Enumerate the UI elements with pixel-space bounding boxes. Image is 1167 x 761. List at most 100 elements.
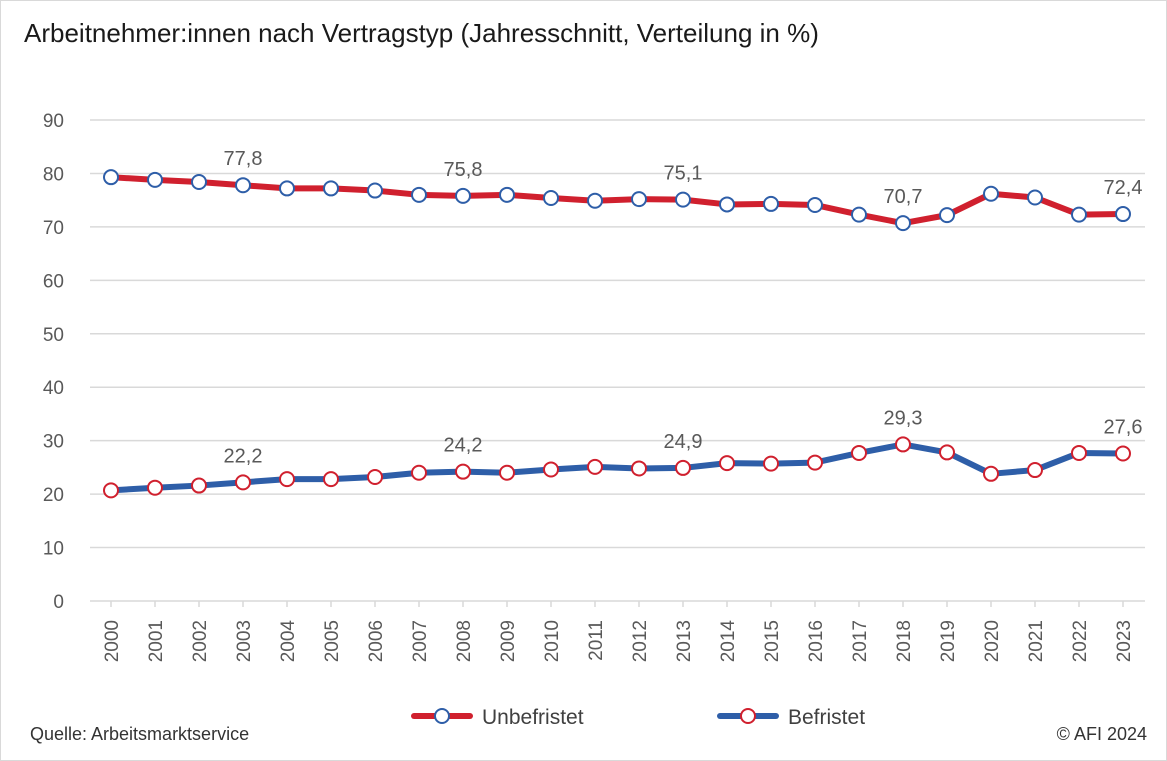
y-tick-label-70: 70: [43, 218, 64, 239]
data-label-befristet-2013: 24,9: [664, 431, 703, 453]
data-point-befristet-2010: [543, 461, 559, 478]
y-axis: 0 10 20 30 40 50 60 70 80 90: [43, 111, 64, 613]
y-tick-label-20: 20: [43, 485, 64, 506]
y-tick-label-0: 0: [53, 592, 64, 613]
x-tick-label-2016: 2016: [806, 620, 827, 662]
data-point-befristet-2017: [851, 444, 867, 461]
data-point-unbefristet-2021: [1027, 189, 1043, 206]
x-tick-label-2022: 2022: [1070, 620, 1091, 662]
data-point-unbefristet-2018: [895, 215, 911, 232]
data-point-unbefristet-2005: [323, 180, 339, 197]
series-line-befristet: [108, 441, 1126, 494]
data-label-unbefristet-2023: 72,4: [1104, 177, 1143, 199]
data-point-befristet-2012: [631, 460, 647, 477]
data-point-befristet-2009: [499, 464, 515, 481]
data-point-unbefristet-2011: [587, 192, 603, 209]
x-tick-label-2018: 2018: [894, 620, 915, 662]
y-tick-label-30: 30: [43, 432, 64, 453]
x-tick-label-2020: 2020: [982, 620, 1003, 662]
data-point-unbefristet-2010: [543, 190, 559, 207]
data-point-unbefristet-2017: [851, 206, 867, 223]
data-point-befristet-2007: [411, 464, 427, 481]
data-label-befristet-2003: 22,2: [224, 445, 263, 467]
data-point-befristet-2005: [323, 471, 339, 488]
data-point-unbefristet-2020: [983, 185, 999, 202]
y-tick-label-80: 80: [43, 164, 64, 185]
y-tick-label-50: 50: [43, 325, 64, 346]
x-tick-label-2004: 2004: [278, 620, 299, 663]
data-point-befristet-2013: [675, 459, 691, 476]
data-label-befristet-2018: 29,3: [884, 407, 923, 429]
series-markers: [103, 169, 1131, 499]
x-tick-label-2007: 2007: [410, 620, 431, 662]
data-point-unbefristet-2016: [807, 196, 823, 213]
chart-title: Arbeitnehmer:innen nach Vertragstyp (Jah…: [24, 18, 819, 48]
x-tick-label-2015: 2015: [762, 620, 783, 662]
legend: Unbefristet Befristet: [411, 706, 865, 729]
x-tick-label-2023: 2023: [1114, 620, 1135, 662]
data-point-befristet-2004: [279, 471, 295, 488]
y-tick-label-10: 10: [43, 539, 64, 560]
x-tick-label-2019: 2019: [938, 620, 959, 662]
data-point-befristet-2001: [147, 479, 163, 496]
data-point-unbefristet-2003: [235, 177, 251, 194]
data-point-befristet-2020: [983, 465, 999, 482]
data-point-befristet-2021: [1027, 462, 1043, 479]
data-label-unbefristet-2013: 75,1: [664, 163, 703, 185]
data-point-unbefristet-2007: [411, 186, 427, 203]
data-point-befristet-2008: [455, 463, 471, 480]
data-point-befristet-2022: [1071, 444, 1087, 461]
gridlines: [90, 119, 1145, 602]
data-point-befristet-2018: [895, 436, 911, 453]
data-label-unbefristet-2018: 70,7: [884, 186, 923, 208]
data-point-unbefristet-2013: [675, 191, 691, 208]
data-point-befristet-2014: [719, 455, 735, 472]
legend-marker-unbefristet: [434, 708, 450, 724]
source-note: Quelle: Arbeitsmarktservice: [30, 724, 250, 744]
data-labels: 77,8 75,8 75,1 70,7 72,4 22,2 24,2 24,9 29,3 27,6: [224, 148, 1143, 467]
x-tick-label-2017: 2017: [850, 620, 871, 662]
series-line-unbefristet: [108, 174, 1126, 227]
copyright-note: © AFI 2024: [1056, 724, 1147, 744]
data-point-befristet-2016: [807, 454, 823, 471]
data-point-unbefristet-2000: [103, 169, 119, 186]
data-point-befristet-2023: [1115, 445, 1131, 462]
data-point-unbefristet-2022: [1071, 206, 1087, 223]
data-point-unbefristet-2001: [147, 171, 163, 188]
x-tick-label-2021: 2021: [1026, 620, 1047, 662]
legend-label-unbefristet: Unbefristet: [482, 706, 584, 729]
data-label-unbefristet-2003: 77,8: [224, 148, 263, 170]
data-label-befristet-2023: 27,6: [1104, 416, 1143, 438]
data-point-unbefristet-2015: [763, 195, 779, 212]
data-point-befristet-2003: [235, 474, 251, 491]
x-tick-label-2006: 2006: [366, 620, 387, 662]
data-point-unbefristet-2009: [499, 186, 515, 203]
x-tick-label-2014: 2014: [718, 620, 739, 663]
data-point-unbefristet-2019: [939, 207, 955, 224]
data-label-unbefristet-2008: 75,8: [444, 159, 483, 181]
data-point-unbefristet-2008: [455, 187, 471, 204]
x-tick-label-2011: 2011: [586, 620, 607, 661]
x-tick-label-2009: 2009: [498, 620, 519, 662]
data-point-befristet-2002: [191, 477, 207, 494]
x-tick-label-2003: 2003: [234, 620, 255, 662]
legend-label-befristet: Befristet: [788, 706, 865, 729]
x-tick-label-2001: 2001: [146, 620, 167, 662]
data-point-befristet-2019: [939, 444, 955, 461]
data-point-befristet-2015: [763, 455, 779, 472]
y-tick-label-40: 40: [43, 378, 64, 399]
x-tick-label-2005: 2005: [322, 620, 343, 662]
x-tick-label-2008: 2008: [454, 620, 475, 662]
data-point-unbefristet-2014: [719, 196, 735, 213]
x-tick-label-2000: 2000: [102, 620, 123, 662]
data-point-befristet-2000: [103, 482, 119, 499]
data-point-unbefristet-2006: [367, 182, 383, 199]
data-point-unbefristet-2002: [191, 173, 207, 190]
x-tick-label-2002: 2002: [190, 620, 211, 662]
x-tick-label-2012: 2012: [630, 620, 651, 662]
legend-marker-befristet: [740, 708, 756, 724]
x-tick-label-2013: 2013: [674, 620, 695, 662]
data-point-unbefristet-2023: [1115, 206, 1131, 223]
data-point-befristet-2011: [587, 458, 603, 475]
